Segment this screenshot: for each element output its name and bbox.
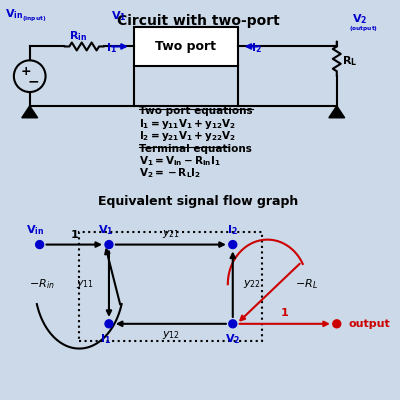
Polygon shape xyxy=(22,106,38,118)
Text: $\mathbf{V_2 = -R_L I_2}$: $\mathbf{V_2 = -R_L I_2}$ xyxy=(139,166,201,180)
Text: $\mathbf{V_2}$: $\mathbf{V_2}$ xyxy=(352,12,367,26)
Circle shape xyxy=(229,241,237,248)
Text: $\mathbf{I_2}$: $\mathbf{I_2}$ xyxy=(251,42,262,55)
Text: 1: 1 xyxy=(281,308,289,318)
Text: Two port: Two port xyxy=(155,40,216,53)
Text: $\mathbf{I_2}$: $\mathbf{I_2}$ xyxy=(227,223,238,237)
Text: $\mathbf{_{(output)}}$: $\mathbf{_{(output)}}$ xyxy=(349,25,378,34)
Text: $\mathbf{V_1}$: $\mathbf{V_1}$ xyxy=(111,9,126,22)
Text: $\mathbf{I_1}$: $\mathbf{I_1}$ xyxy=(106,42,117,55)
Text: $\mathbf{R_L}$: $\mathbf{R_L}$ xyxy=(342,54,357,68)
Text: Equivalent signal flow graph: Equivalent signal flow graph xyxy=(98,195,298,208)
Text: $\mathbf{I_1 = y_{11}V_1 + y_{12}V_2}$: $\mathbf{I_1 = y_{11}V_1 + y_{12}V_2}$ xyxy=(139,117,236,131)
Text: $y_{22}$: $y_{22}$ xyxy=(243,278,261,290)
Text: $-R_{in}$: $-R_{in}$ xyxy=(29,277,54,291)
Text: Terminal equations: Terminal equations xyxy=(139,144,252,154)
Text: $\mathbf{_{(input)}}$: $\mathbf{_{(input)}}$ xyxy=(22,15,46,24)
Text: Circuit with two-port: Circuit with two-port xyxy=(117,14,280,28)
Text: +: + xyxy=(20,65,31,78)
Text: $\mathbf{V_2}$: $\mathbf{V_2}$ xyxy=(225,332,240,346)
Text: output: output xyxy=(349,319,390,329)
Text: $\mathbf{I_2 = y_{21}V_1 + y_{22}V_2}$: $\mathbf{I_2 = y_{21}V_1 + y_{22}V_2}$ xyxy=(139,129,236,143)
FancyBboxPatch shape xyxy=(134,27,238,66)
Text: $y_{11}$: $y_{11}$ xyxy=(76,278,94,290)
Text: $\mathbf{V_{in}}$: $\mathbf{V_{in}}$ xyxy=(26,223,44,237)
Text: $-R_L$: $-R_L$ xyxy=(295,277,318,291)
Circle shape xyxy=(333,320,341,328)
Text: −: − xyxy=(28,74,40,88)
Text: $y_{12}$: $y_{12}$ xyxy=(162,329,180,341)
Circle shape xyxy=(36,241,44,248)
Text: $\mathbf{V_1}$: $\mathbf{V_1}$ xyxy=(98,223,114,237)
Text: $\mathbf{V_1 = V_{in} - R_{in}I_1}$: $\mathbf{V_1 = V_{in} - R_{in}I_1}$ xyxy=(139,154,220,168)
Circle shape xyxy=(105,320,113,328)
Circle shape xyxy=(229,320,237,328)
Text: $\mathbf{R_{in}}$: $\mathbf{R_{in}}$ xyxy=(69,30,88,43)
Circle shape xyxy=(105,241,113,248)
Text: $\mathbf{V_{in}}$: $\mathbf{V_{in}}$ xyxy=(5,7,23,20)
Polygon shape xyxy=(329,106,345,118)
Text: $\mathbf{I_1}$: $\mathbf{I_1}$ xyxy=(100,332,112,346)
Text: $y_{21}$: $y_{21}$ xyxy=(162,228,180,240)
Text: 1: 1 xyxy=(70,230,78,240)
Text: Two port equations: Two port equations xyxy=(139,106,252,116)
